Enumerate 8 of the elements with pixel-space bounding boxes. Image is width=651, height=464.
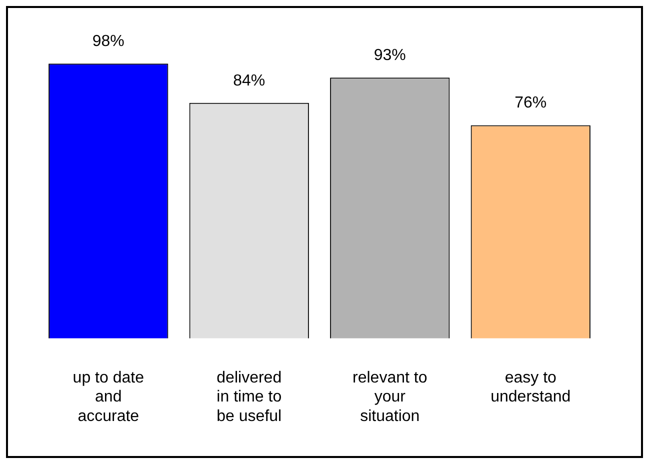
- x-tick-label: relevant to your situation: [352, 369, 428, 425]
- x-tick-label: delivered in time to be useful: [216, 369, 282, 425]
- data-label: 76%: [514, 94, 547, 112]
- x-tick-label: easy to understand: [490, 369, 571, 406]
- x-tick-label: up to date and accurate: [72, 369, 144, 425]
- data-label: 84%: [233, 72, 266, 90]
- data-label: 98%: [92, 33, 124, 50]
- data-label: 93%: [374, 47, 406, 64]
